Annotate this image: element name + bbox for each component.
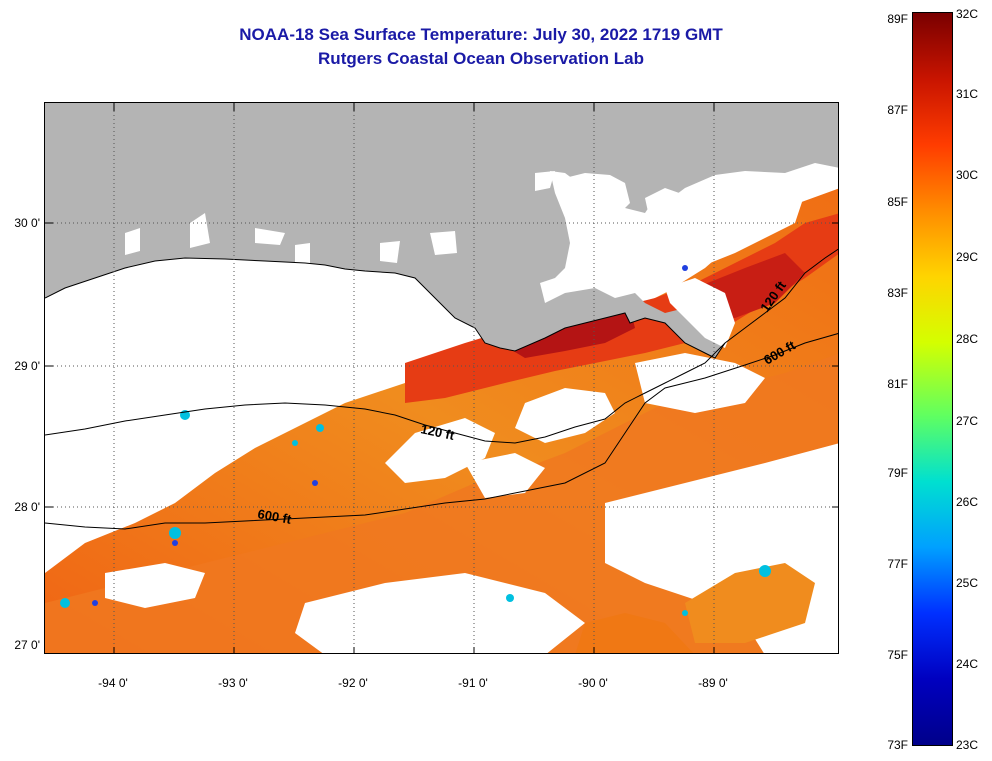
cloud-sw (105, 563, 205, 608)
frame-ticks (45, 103, 838, 653)
lon-label-89: -89 0' (698, 676, 728, 690)
colorbar-label-81f: 81F (887, 377, 908, 391)
map-subtitle: Rutgers Coastal Ocean Observation Lab (318, 49, 644, 68)
colorbar-label-75f: 75F (887, 648, 908, 662)
cloud-south (295, 573, 585, 653)
cloud-center2 (515, 388, 615, 443)
lat-label-30: 30 0' (14, 216, 40, 230)
coastline (45, 257, 726, 359)
lat-label-29: 29 0' (14, 359, 40, 373)
cold-spots (92, 265, 688, 606)
lon-label-91: -91 0' (458, 676, 488, 690)
lon-label-94: -94 0' (98, 676, 128, 690)
graticule (45, 103, 838, 653)
colorbar-label-25c: 25C (956, 576, 979, 590)
lat-label-27: 27 0' (14, 638, 40, 652)
inland-water (125, 171, 805, 348)
colorbar-label-32c: 32C (956, 7, 979, 21)
map-title: NOAA-18 Sea Surface Temperature: July 30… (239, 25, 723, 44)
colorbar-label-23c: 23C (956, 738, 979, 752)
colorbar-label-26c: 26C (956, 495, 979, 509)
cloud-mid2 (465, 453, 545, 498)
cool-spots (60, 410, 771, 616)
lon-label-92: -92 0' (338, 676, 368, 690)
colorbar-label-83f: 83F (887, 286, 908, 300)
cloud-east (635, 353, 765, 413)
land-mass (45, 103, 838, 358)
colorbar-label-73f: 73F (887, 738, 908, 752)
temperature-colorbar (912, 12, 953, 746)
colorbar-label-29c: 29C (956, 250, 979, 264)
colorbar-label-28c: 28C (956, 332, 979, 346)
colorbar-label-30c: 30C (956, 168, 979, 182)
contour-600ft (45, 333, 838, 530)
sst-patch-se (685, 563, 815, 643)
colorbar-label-27c: 27C (956, 414, 979, 428)
contour-label-120-center: 120 ft (419, 421, 456, 443)
contour-label-600-west: 600 ft (256, 506, 293, 527)
lon-label-90: -90 0' (578, 676, 608, 690)
contour-120ft (45, 248, 838, 444)
lat-label-28: 28 0' (14, 500, 40, 514)
sst-patch-bottom (575, 613, 694, 653)
colorbar-label-89f: 89F (887, 12, 908, 26)
colorbar-label-24c: 24C (956, 657, 979, 671)
cloud-north-west (45, 278, 515, 478)
colorbar-label-79f: 79F (887, 466, 908, 480)
colorbar-label-77f: 77F (887, 557, 908, 571)
colorbar-label-31c: 31C (956, 87, 979, 101)
colorbar-label-85f: 85F (887, 195, 908, 209)
sst-hottest (500, 308, 635, 358)
sst-map: 120 ft 600 ft 120 ft 600 ft (44, 102, 839, 654)
colorbar-label-87f: 87F (887, 103, 908, 117)
sst-map-canvas: 120 ft 600 ft 120 ft 600 ft (45, 103, 838, 653)
lon-label-93: -93 0' (218, 676, 248, 690)
